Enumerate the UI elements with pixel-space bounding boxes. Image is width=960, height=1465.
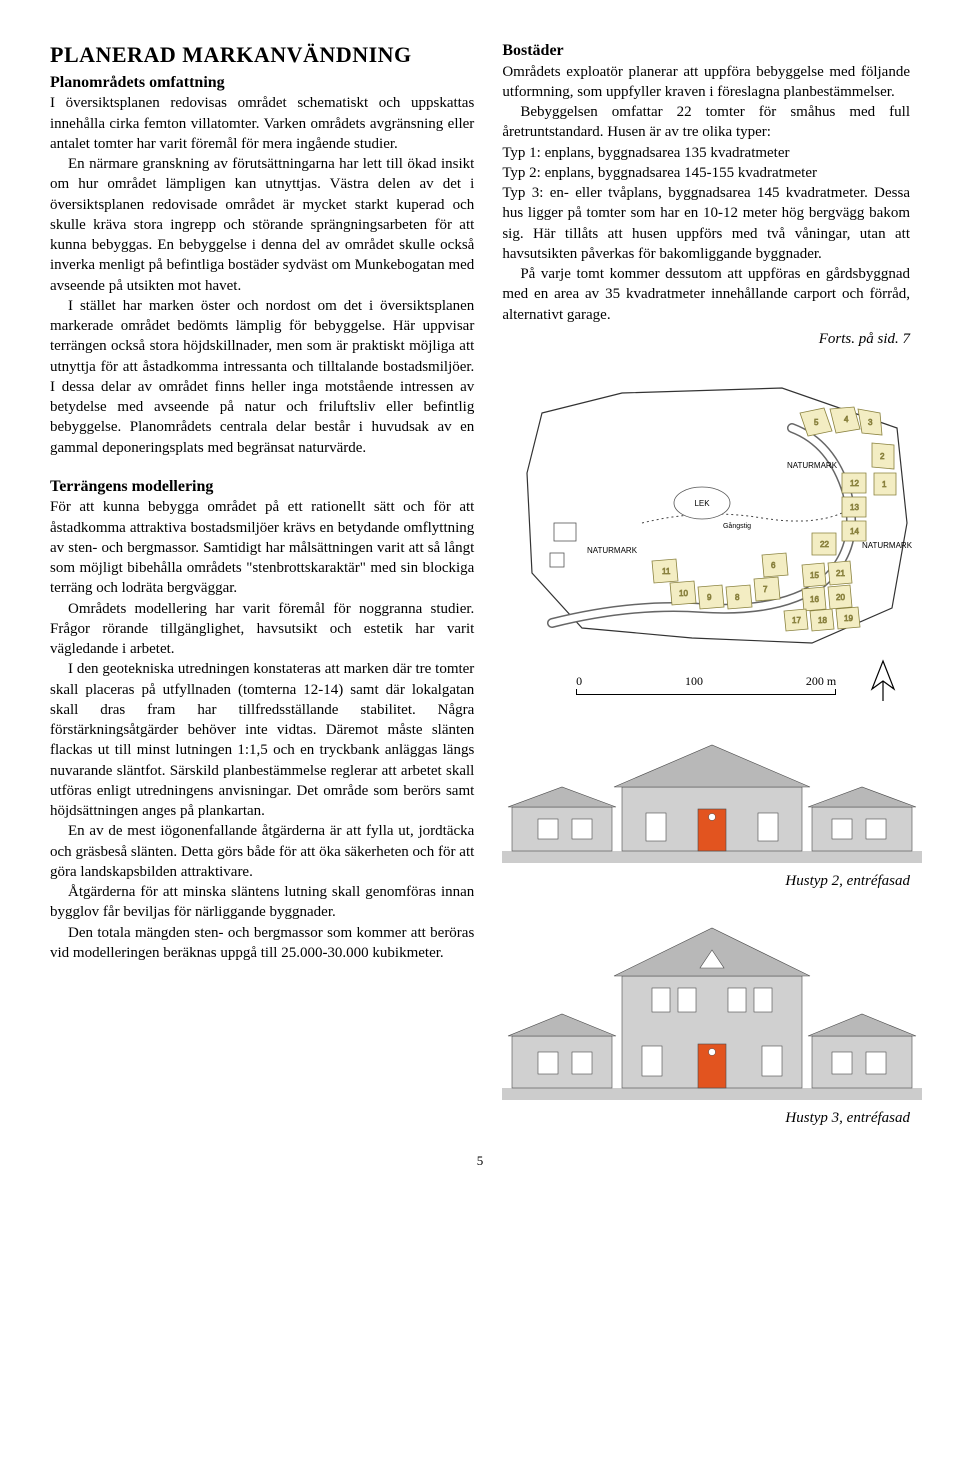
page-columns: PLANERAD MARKANVÄNDNING Planområdets omf…	[50, 40, 910, 1128]
house3-svg	[502, 914, 922, 1104]
page-number: 5	[50, 1152, 910, 1170]
naturmark-label: NATURMARK	[587, 546, 638, 555]
svg-text:15: 15	[810, 571, 819, 580]
para: Områdets exploatör planerar att uppföra …	[502, 62, 910, 103]
house-type-2-figure: Hustyp 2, entréfasad	[502, 717, 910, 891]
para: I stället har marken öster och nordost o…	[50, 296, 474, 458]
subheading-bostader: Bostäder	[502, 40, 910, 62]
type-line: Typ 2: enplans, byggnadsarea 145-155 kva…	[502, 163, 910, 183]
site-plan-svg: LEK Gångstig NATURMARK NATURMARK NATURMA…	[502, 373, 922, 673]
svg-text:13: 13	[850, 503, 859, 512]
svg-text:10: 10	[679, 589, 688, 598]
svg-text:1: 1	[882, 480, 887, 489]
para: I översiktsplanen redovisas området sche…	[50, 93, 474, 154]
left-column: PLANERAD MARKANVÄNDNING Planområdets omf…	[50, 40, 474, 1128]
svg-text:3: 3	[868, 418, 873, 427]
para: I den geotekniska utredningen konstatera…	[50, 659, 474, 821]
svg-text:8: 8	[735, 593, 740, 602]
house3-caption: Hustyp 3, entréfasad	[502, 1108, 910, 1128]
main-heading: PLANERAD MARKANVÄNDNING	[50, 40, 474, 70]
north-arrow-icon	[866, 659, 900, 703]
para: På varje tomt kommer dessutom att uppför…	[502, 264, 910, 325]
svg-text:18: 18	[818, 616, 827, 625]
scale-labels: 0 100 200 m	[576, 673, 836, 689]
svg-text:2: 2	[880, 452, 885, 461]
house2-caption: Hustyp 2, entréfasad	[502, 871, 910, 891]
scale-200: 200 m	[806, 673, 836, 689]
lek-label: LEK	[695, 499, 711, 508]
naturmark-label: NATURMARK	[862, 541, 913, 550]
house-type-3-figure: Hustyp 3, entréfasad	[502, 914, 910, 1128]
site-plan-figure: LEK Gångstig NATURMARK NATURMARK NATURMA…	[502, 373, 910, 695]
subheading-omfattning: Planområdets omfattning	[50, 72, 474, 94]
scale-bar	[576, 689, 836, 695]
svg-text:17: 17	[792, 616, 801, 625]
naturmark-label: NATURMARK	[787, 461, 838, 470]
scale-0: 0	[576, 673, 582, 689]
svg-text:19: 19	[844, 614, 853, 623]
para: Bebyggelsen omfattar 22 tomter för småhu…	[502, 102, 910, 143]
para: Områdets modellering har varit föremål f…	[50, 599, 474, 660]
para: Åtgärderna för att minska släntens lutni…	[50, 882, 474, 923]
scale-100: 100	[685, 673, 703, 689]
svg-text:6: 6	[771, 561, 776, 570]
svg-text:22: 22	[820, 540, 829, 549]
svg-text:4: 4	[844, 415, 849, 424]
type-line: Typ 3: en- eller tvåplans, byggnadsarea …	[502, 183, 910, 264]
house2-svg	[502, 717, 922, 867]
right-column: Bostäder Områdets exploatör planerar att…	[502, 40, 910, 1128]
svg-text:9: 9	[707, 593, 712, 602]
svg-text:16: 16	[810, 595, 819, 604]
svg-text:21: 21	[836, 569, 845, 578]
svg-text:7: 7	[763, 585, 768, 594]
svg-text:12: 12	[850, 479, 859, 488]
type-line: Typ 1: enplans, byggnadsarea 135 kvadrat…	[502, 143, 910, 163]
svg-text:11: 11	[662, 567, 671, 576]
continuation-note: Forts. på sid. 7	[502, 329, 910, 349]
para: En av de mest iögonenfallande åtgärderna…	[50, 821, 474, 882]
svg-text:20: 20	[836, 593, 845, 602]
subheading-terrang: Terrängens modellering	[50, 476, 474, 498]
para: För att kunna bebygga området på ett rat…	[50, 497, 474, 598]
svg-text:14: 14	[850, 527, 859, 536]
gangstig-label: Gångstig	[723, 522, 751, 530]
svg-text:5: 5	[814, 418, 819, 427]
para: En närmare granskning av förutsättningar…	[50, 154, 474, 296]
para: Den totala mängden sten- och bergmassor …	[50, 923, 474, 964]
